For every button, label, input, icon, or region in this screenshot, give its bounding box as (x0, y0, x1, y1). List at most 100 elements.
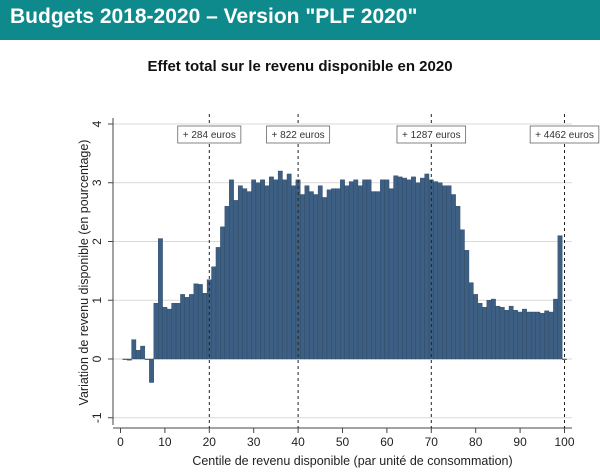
x-tick-label: 70 (425, 435, 439, 449)
bar (420, 177, 425, 360)
annotation-frame (396, 125, 467, 144)
bar (384, 179, 390, 360)
x-tick-label: 40 (291, 435, 305, 449)
bar (175, 302, 181, 360)
bar (411, 176, 416, 360)
bar (388, 188, 394, 360)
annotation-label: + 1287 euros (402, 130, 461, 141)
bar (522, 308, 527, 360)
bar (402, 177, 407, 360)
bar (313, 194, 319, 360)
bar (375, 191, 381, 360)
annotation-frame (266, 125, 331, 144)
bar (562, 358, 567, 360)
annotation-frame (177, 125, 242, 144)
bar (326, 189, 332, 360)
bar (491, 298, 496, 360)
bar (193, 283, 199, 360)
bar (273, 179, 279, 360)
annotation-frame (529, 125, 600, 144)
bar (482, 307, 487, 360)
bar (362, 179, 368, 360)
x-tick-label: 100 (554, 435, 574, 449)
bar (202, 293, 208, 360)
bar (340, 179, 345, 360)
bar (446, 185, 452, 360)
bar (415, 182, 421, 360)
bar (211, 266, 217, 360)
bar (166, 308, 172, 360)
bar (473, 294, 479, 360)
bar (553, 298, 558, 360)
bar (513, 310, 518, 360)
bar (366, 179, 372, 360)
x-tick-label: 80 (469, 435, 483, 449)
y-tick-label: 1 (90, 297, 104, 304)
bar (406, 179, 412, 360)
bar (122, 358, 128, 360)
bar (291, 185, 296, 360)
bar (424, 173, 430, 360)
bar (264, 185, 270, 360)
bar (251, 179, 257, 360)
bar (459, 229, 465, 360)
bar (539, 312, 545, 360)
x-tick-label: 20 (203, 435, 217, 449)
bar (140, 345, 146, 360)
bar (477, 302, 483, 360)
y-tick-label: 2 (90, 238, 104, 245)
bar (344, 185, 350, 360)
bar (255, 182, 261, 360)
x-tick-label: 30 (247, 435, 261, 449)
y-axis-label: Variation de revenu disponible (en pourc… (77, 140, 91, 406)
x-tick-label: 90 (513, 435, 527, 449)
bar (233, 200, 239, 360)
bar (335, 188, 341, 360)
bar (526, 311, 532, 360)
bar (153, 302, 159, 360)
bar (144, 358, 150, 360)
bar (486, 300, 492, 360)
bar (451, 194, 456, 360)
bar (517, 311, 523, 360)
bar (309, 191, 314, 360)
bar (531, 311, 536, 360)
annotation-label: + 4462 euros (535, 130, 594, 141)
bar (131, 339, 137, 360)
y-tick-label: 0 (90, 355, 104, 362)
bar (184, 297, 190, 360)
bar (246, 191, 252, 360)
bar (371, 191, 376, 360)
x-axis-label: Centile de revenu disponible (par unité … (192, 454, 512, 468)
bar (149, 358, 154, 383)
annotation-box: + 1287 euros (396, 125, 467, 144)
x-tick-label: 10 (158, 435, 172, 449)
bar (215, 247, 221, 360)
bar (277, 170, 283, 360)
bar (304, 185, 310, 360)
bar (535, 311, 541, 360)
annotation-label: + 284 euros (183, 130, 236, 141)
x-tick-label: 0 (117, 435, 124, 449)
bar (393, 175, 399, 360)
bar (455, 206, 461, 360)
bar (269, 176, 274, 360)
bar (499, 307, 505, 360)
bar (229, 179, 234, 360)
y-tick-label: -1 (90, 412, 104, 423)
x-tick-label: 50 (336, 435, 350, 449)
chart-title: Effet total sur le revenu disponible en … (147, 58, 453, 75)
bar (380, 179, 385, 360)
bar (300, 194, 305, 360)
y-tick-label: 3 (90, 179, 104, 186)
annotation-box: + 4462 euros (529, 125, 600, 144)
bar (357, 185, 363, 360)
bar (197, 284, 203, 360)
bar (433, 181, 439, 360)
annotation-box: + 284 euros (177, 125, 242, 144)
x-tick-label: 60 (380, 435, 394, 449)
bar (397, 176, 403, 360)
bar (162, 307, 168, 360)
bar (331, 188, 336, 360)
